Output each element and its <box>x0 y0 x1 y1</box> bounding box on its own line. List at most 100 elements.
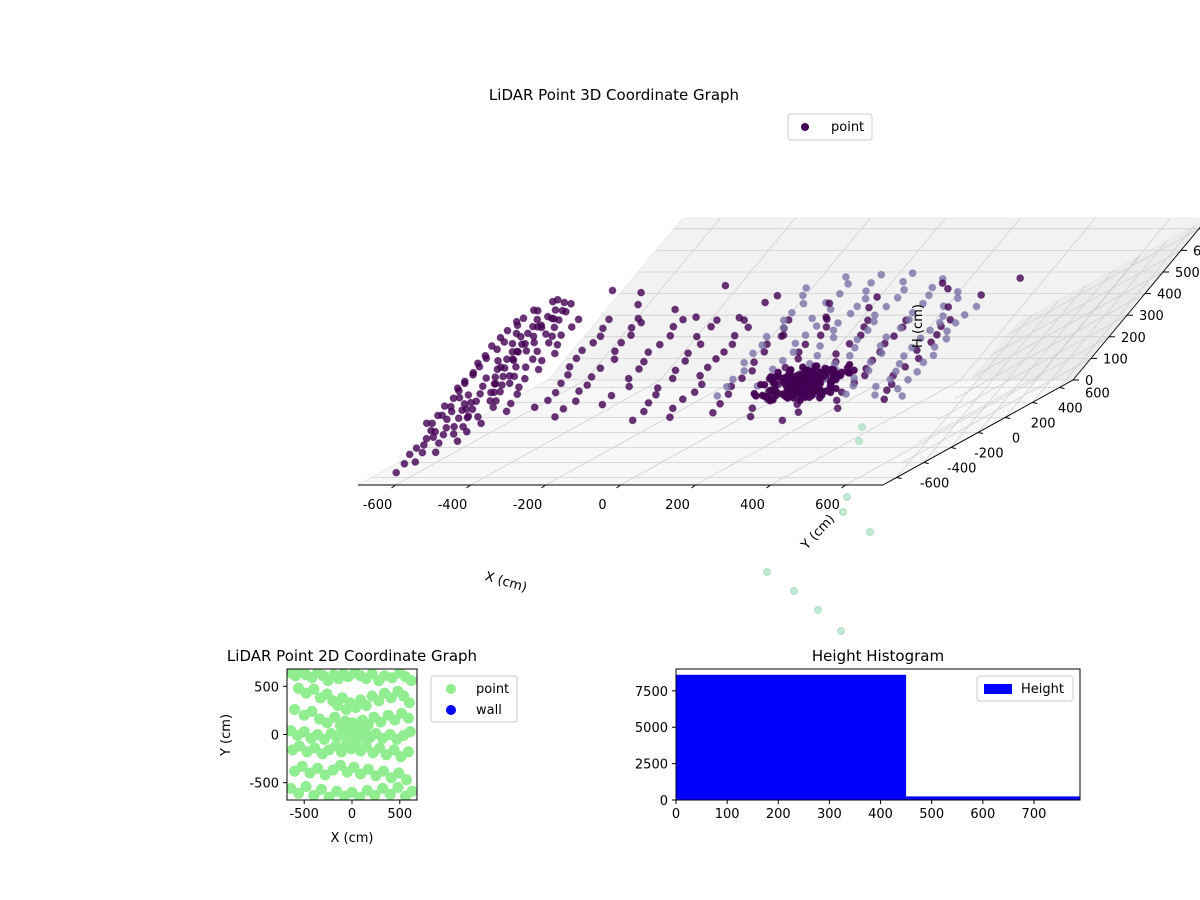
chart-3d-point <box>825 299 834 308</box>
chart-3d-point <box>506 399 515 408</box>
chart-2d-point <box>293 787 304 799</box>
chart-3d-point <box>833 404 842 413</box>
chart-3d-point <box>895 359 904 368</box>
chart-3d-point <box>463 413 472 422</box>
chart-3d-point <box>835 289 844 298</box>
chart-3d-point <box>866 358 875 367</box>
chart-3d-point <box>944 303 953 311</box>
chart-3d-point <box>882 302 891 311</box>
chart-3d-point <box>812 362 821 370</box>
chart-3d-point <box>610 355 619 364</box>
histogram-x-tick-label: 0 <box>672 807 680 822</box>
chart-3d-point <box>671 366 680 375</box>
chart-3d-point <box>477 419 486 428</box>
chart-3d-point <box>637 288 645 297</box>
chart-3d-point <box>559 405 568 413</box>
chart-3d-point <box>491 373 500 382</box>
chart-3d-point <box>666 413 674 422</box>
chart-3d-point <box>861 294 870 303</box>
chart-3d-point <box>805 373 813 382</box>
chart-3d-point <box>522 347 531 355</box>
chart-3d-point <box>849 381 858 390</box>
chart-3d-point <box>816 342 824 350</box>
chart-2d-point <box>369 789 381 800</box>
chart-3d-point <box>530 403 539 412</box>
chart-3d-point <box>760 348 769 356</box>
chart-3d-point <box>503 326 512 335</box>
chart-3d-point <box>838 368 846 377</box>
chart-3d-y-tick <box>950 447 956 449</box>
chart-2d-point <box>321 717 333 729</box>
chart-3d-point <box>822 313 830 322</box>
chart-3d-point <box>533 315 542 324</box>
chart-3d-point <box>883 386 891 395</box>
chart-3d-point <box>411 458 420 466</box>
chart-3d-tick-labels: -600 -400 -200 0 200 400 600-600-400-200020040… <box>363 228 1200 513</box>
chart-3d-point <box>467 398 475 407</box>
chart-2d-point <box>373 695 385 707</box>
chart-2d-legend-label-wall: wall <box>476 703 502 718</box>
chart-3d-point <box>544 396 552 405</box>
chart-3d-gridline-y <box>1059 225 1195 388</box>
chart-3d-point <box>716 399 724 408</box>
chart-2d-point <box>402 712 414 724</box>
chart-3d-point <box>668 404 677 413</box>
chart-3d-point <box>862 287 870 296</box>
chart-3d-point <box>587 373 596 381</box>
chart-3d-point <box>617 338 626 347</box>
chart-2d-point <box>348 761 360 773</box>
chart-3d-xlabel: X (cm) <box>483 569 528 595</box>
chart-3d-z-tick-label: 0 <box>1085 374 1093 389</box>
chart-3d-point <box>810 385 819 393</box>
chart-2d-point <box>308 683 320 695</box>
chart-3d-point <box>429 433 438 442</box>
chart-3d-point <box>865 303 873 312</box>
chart-3d-point <box>939 312 947 321</box>
chart-3d-point <box>832 350 840 358</box>
histogram-y-tick-label: 2500 <box>635 758 668 773</box>
chart-histogram: 0 100 200 300 400 500 600 700 0 2500 5000 7500 Heig… <box>635 647 1081 822</box>
chart-3d-point <box>790 587 798 595</box>
chart-3d-point <box>468 405 477 414</box>
chart-3d-point <box>871 391 879 399</box>
histogram-x-tick-label: 100 <box>715 807 740 822</box>
chart-3d-point <box>644 348 653 357</box>
chart-3d-gridline-y <box>950 285 1087 448</box>
chart-3d-gridline-z <box>954 293 1146 399</box>
chart-3d-x-tick-label: 600 <box>815 498 840 513</box>
chart-3d-point <box>611 347 619 356</box>
chart-3d-point <box>513 347 521 356</box>
chart-3d-point <box>977 291 986 299</box>
chart-3d-point <box>516 332 525 341</box>
chart-3d-point <box>858 423 866 431</box>
chart-3d-point <box>842 273 850 281</box>
chart-3d-point <box>724 390 733 399</box>
chart-3d-point <box>478 382 487 391</box>
chart-3d-point <box>919 299 927 308</box>
chart-2d-point <box>298 726 310 738</box>
chart-3d-point <box>925 291 933 300</box>
chart-3d-point <box>652 390 660 399</box>
chart-3d-point <box>908 343 916 352</box>
chart-3d-point <box>790 375 798 383</box>
chart-3d-point <box>709 408 717 417</box>
chart-3d-point <box>816 374 825 383</box>
chart-3d-point <box>953 294 962 303</box>
histogram-x-tick-label: 600 <box>970 807 995 822</box>
chart-3d-point <box>458 406 467 415</box>
chart-3d-x-tick-label: 200 <box>665 498 690 513</box>
chart-3d-point <box>431 448 440 457</box>
chart-3d-point <box>493 345 502 354</box>
chart-3d-point <box>814 606 822 614</box>
chart-3d-point <box>634 300 642 309</box>
chart-3d-point <box>893 384 902 393</box>
chart-3d-point <box>640 407 648 416</box>
chart-3d-y-tick-label: -400 <box>947 462 977 477</box>
chart-3d-z-tick-label: 600 <box>1193 244 1200 259</box>
chart-3d-x-tick-label: -400 <box>438 498 468 513</box>
chart-3d-point <box>805 393 814 402</box>
chart-2d-point <box>377 782 389 794</box>
chart-3d-gridline-z <box>900 358 1092 464</box>
chart-3d-point <box>829 333 838 342</box>
chart-3d-point <box>844 280 852 288</box>
